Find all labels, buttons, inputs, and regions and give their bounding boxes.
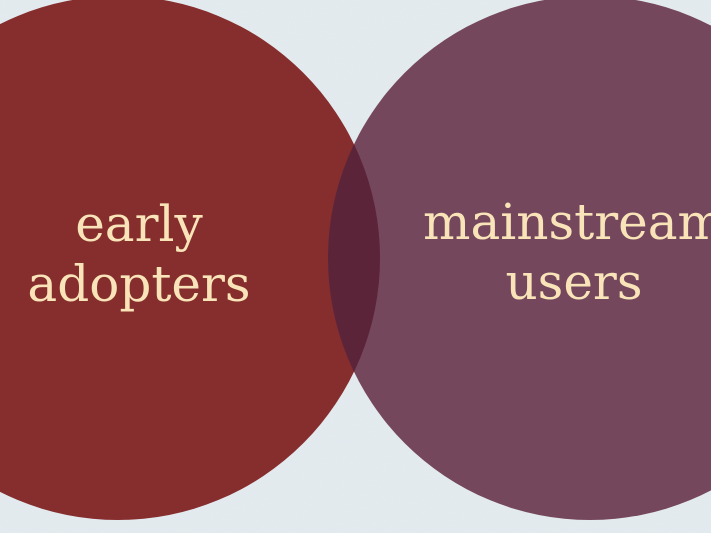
early-adopters-label: early adopters — [8, 194, 270, 314]
early-adopters-label-line-2: adopters — [27, 255, 251, 313]
mainstream-users-circle — [328, 0, 711, 520]
mainstream-users-label-line-1: mainstream — [423, 193, 711, 251]
early-adopters-label-line-1: early — [75, 195, 203, 253]
mainstream-users-label-line-2: users — [505, 253, 643, 311]
early-adopters-circle — [0, 0, 380, 520]
mainstream-users-label: mainstream users — [404, 192, 711, 312]
